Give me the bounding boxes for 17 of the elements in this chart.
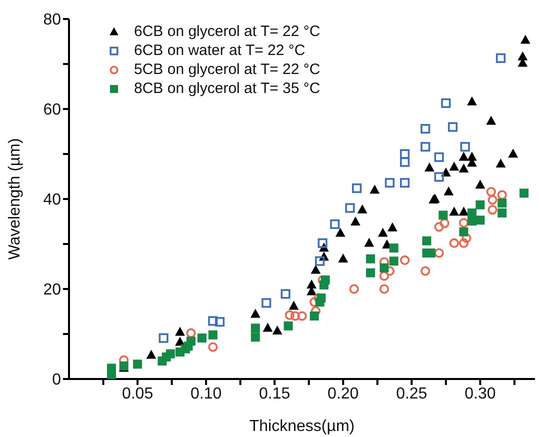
legend-label: 6CB on water at T= 22 °C	[134, 42, 306, 59]
x-tick-label: 0.10	[190, 385, 222, 402]
legend-label: 5CB on glycerol at T= 22 °C	[134, 61, 320, 78]
y-tick-label: 40	[43, 192, 62, 209]
x-tick-label: 0.25	[396, 385, 428, 402]
y-axis-title: Wavelength (µm)	[6, 138, 24, 260]
x-tick-label: 0.15	[259, 385, 290, 402]
y-tick-label: 0	[52, 372, 62, 389]
y-tick-label: 60	[43, 102, 62, 119]
legend-label: 6CB on glycerol at T= 22 °C	[134, 23, 320, 40]
x-tick-label: 0.20	[328, 385, 359, 402]
x-tick-label: 0.30	[464, 385, 496, 402]
x-axis-title: Thickness(µm)	[249, 418, 355, 435]
x-tick-label: 0.05	[122, 385, 154, 402]
legend-label: 8CB on glycerol at T= 35 °C	[134, 80, 320, 97]
y-tick-label: 80	[43, 12, 62, 29]
y-tick-label: 20	[43, 282, 62, 299]
